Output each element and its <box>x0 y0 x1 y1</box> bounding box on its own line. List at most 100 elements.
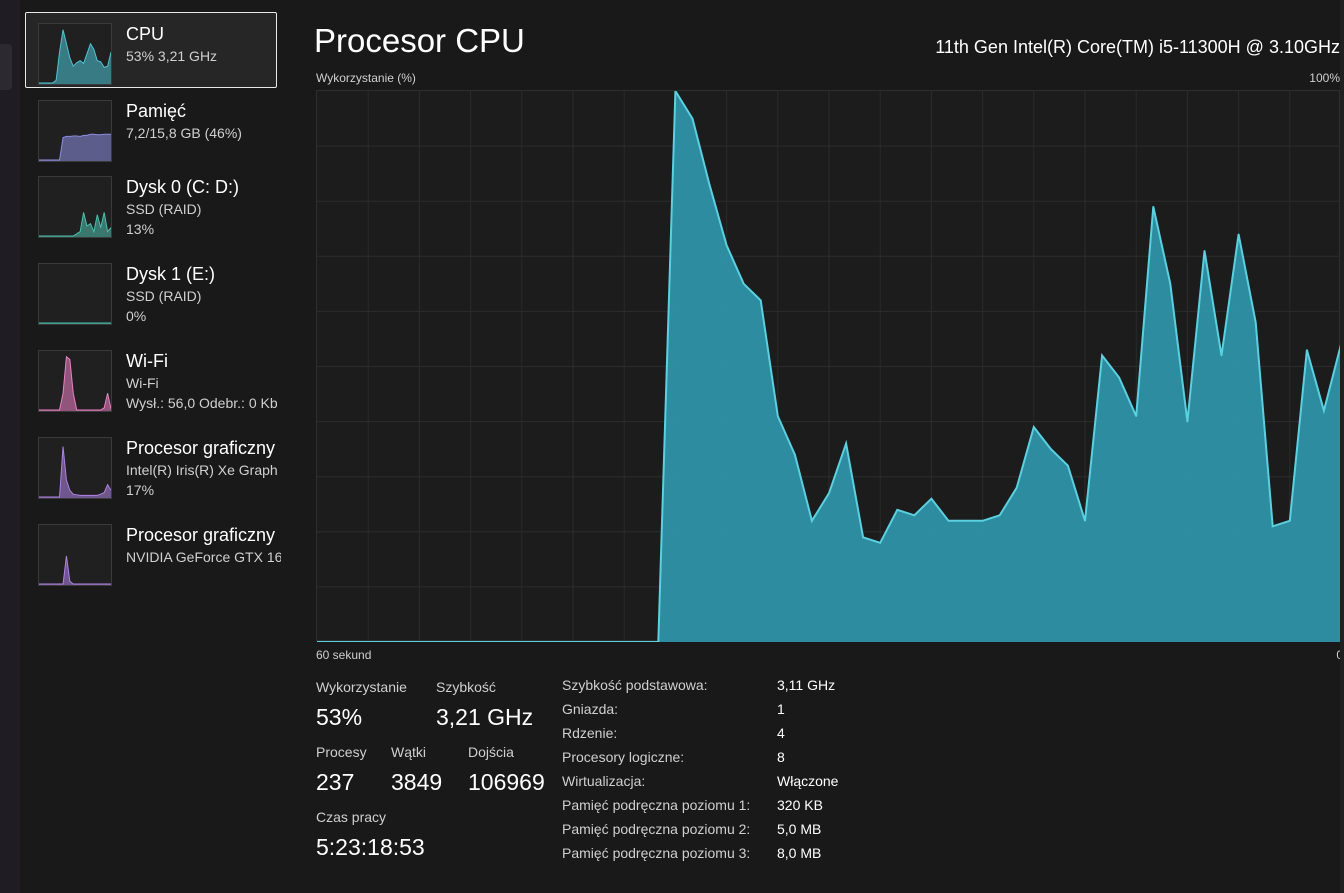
cpu-usage-point <box>1152 205 1155 208</box>
y-axis-max-label: 100% <box>1309 71 1340 85</box>
cpu-usage-point <box>1067 464 1069 467</box>
cpu-usage-point <box>811 520 813 522</box>
cpu-usage-point <box>896 509 899 511</box>
disk1-mini-graph <box>38 263 112 325</box>
disk0-mini-graph-svg <box>39 212 111 237</box>
mini-graph-area <box>39 555 111 585</box>
gpu1-mini-graph <box>38 524 112 586</box>
detail-row: Pamięć podręczna poziomu 1: 320 KB <box>562 795 982 819</box>
detail-row: Wirtualizacja: Włączone <box>562 771 982 795</box>
cpu-mini-graph-svg <box>39 29 111 84</box>
cpu-usage-point <box>1101 354 1103 357</box>
stat-utilization: Wykorzystanie 53% <box>316 678 407 732</box>
cpu-usage-point <box>691 117 694 120</box>
mini-graph-line <box>39 446 111 498</box>
sidebar-item-detail: NVIDIA GeForce GTX 16 <box>126 549 281 565</box>
sidebar-item-cpu[interactable]: CPU 53% 3,21 GHz <box>25 12 277 88</box>
mini-graph-area <box>39 29 111 84</box>
cpu-usage-point <box>708 183 711 186</box>
gpu0-mini-graph <box>38 437 112 499</box>
cpu-usage-point <box>981 520 984 522</box>
cpu-usage-point <box>1186 420 1189 423</box>
detail-value: 4 <box>777 725 785 741</box>
cpu-usage-point <box>1118 376 1120 379</box>
mini-graph-line <box>39 355 111 411</box>
cpu-model-name: 11th Gen Intel(R) Core(TM) i5-11300H @ 3… <box>935 37 1340 57</box>
sidebar-item-gpu-0[interactable]: Procesor graficzny Intel(R) Iris(R) Xe G… <box>25 426 278 502</box>
cpu-usage-area <box>317 91 1341 642</box>
stat-label: Wykorzystanie <box>316 679 407 695</box>
detail-row: Pamięć podręczna poziomu 3: 8,0 MB <box>562 843 982 867</box>
sidebar-item-value: Wysł.: 56,0 Odebr.: 0 Kb <box>126 395 278 411</box>
performance-sidebar: CPU 53% 3,21 GHz Pamięć 7,2/15,8 GB (46%… <box>20 0 290 893</box>
cpu-usage-point <box>845 442 847 445</box>
cpu-usage-point <box>657 641 660 642</box>
mini-graph-line <box>39 29 111 84</box>
cpu-usage-point <box>1237 233 1240 236</box>
detail-key: Pamięć podręczna poziomu 1: <box>562 797 751 813</box>
x-axis-left-label: 60 sekund <box>316 648 372 662</box>
sidebar-item-disk-0[interactable]: Dysk 0 (C: D:) SSD (RAID) 13% <box>25 165 277 241</box>
window-edge <box>1340 0 1344 893</box>
sidebar-item-detail: SSD (RAID) <box>126 201 202 217</box>
detail-row: Pamięć podręczna poziomu 2: 5,0 MB <box>562 819 982 843</box>
disk1-mini-graph-svg <box>39 322 111 324</box>
sidebar-item-gpu-1[interactable]: Procesor graficzny NVIDIA GeForce GTX 16 <box>25 513 281 589</box>
sidebar-item-wifi[interactable]: Wi-Fi Wi-Fi Wysł.: 56,0 Odebr.: 0 Kb <box>25 339 278 415</box>
sidebar-item-title: Dysk 1 (E:) <box>126 264 216 284</box>
cpu-usage-point <box>998 514 1001 517</box>
stat-label: Dojścia <box>468 744 514 760</box>
cpu-usage-point <box>794 453 796 456</box>
sidebar-item-memory[interactable]: Pamięć 7,2/15,8 GB (46%) <box>25 89 277 165</box>
mini-graph-line <box>39 555 111 585</box>
detail-key: Wirtualizacja: <box>562 773 646 789</box>
detail-value: 5,0 MB <box>777 821 822 837</box>
cpu-mini-graph <box>38 23 112 85</box>
sidebar-item-value: 13% <box>126 221 155 237</box>
stat-value: 3849 <box>391 769 443 795</box>
cpu-usage-line <box>317 91 1341 642</box>
detail-key: Pamięć podręczna poziomu 2: <box>562 821 751 837</box>
memory-mini-graph-svg <box>39 133 111 161</box>
stat-label: Procesy <box>316 744 367 760</box>
stat-handles: Dojścia 106969 <box>468 743 545 797</box>
detail-value: 3,11 GHz <box>777 677 836 693</box>
detail-key: Gniazda: <box>562 701 619 717</box>
cpu-usage-point <box>725 244 728 247</box>
cpu-usage-point <box>1169 283 1172 285</box>
memory-mini-graph <box>38 100 112 162</box>
cpu-usage-point <box>1050 448 1052 450</box>
cpu-usage-point <box>742 283 745 285</box>
disk0-mini-graph <box>38 176 112 238</box>
wifi-mini-graph-svg <box>39 355 111 411</box>
stat-value: 5:23:18:53 <box>316 834 425 860</box>
mini-graph-line <box>39 212 111 237</box>
cpu-usage-point <box>862 536 864 539</box>
detail-row: Gniazda: 1 <box>562 699 982 723</box>
navigation-rail <box>0 0 20 893</box>
mini-graph-line <box>39 133 111 161</box>
sidebar-item-title: Procesor graficzny <box>126 525 276 545</box>
cpu-usage-point <box>913 514 916 517</box>
y-axis-title: Wykorzystanie (%) <box>316 71 416 85</box>
wifi-mini-graph <box>38 350 112 412</box>
detail-value: 8,0 MB <box>777 845 822 861</box>
detail-value: 1 <box>777 701 785 717</box>
stat-threads: Wątki 3849 <box>391 743 442 797</box>
stat-value: 237 <box>316 769 355 795</box>
sidebar-item-disk-1[interactable]: Dysk 1 (E:) SSD (RAID) 0% <box>25 252 277 328</box>
cpu-usage-point <box>1323 409 1325 412</box>
navigation-rail-selection[interactable] <box>0 44 12 90</box>
cpu-usage-point <box>930 497 933 500</box>
page-title: Procesor CPU <box>314 22 525 59</box>
stat-uptime: Czas pracy 5:23:18:53 <box>316 808 425 862</box>
cpu-usage-chart <box>316 90 1341 642</box>
cpu-detail-panel: Procesor CPU 11th Gen Intel(R) Core(TM) … <box>290 0 1344 893</box>
stat-speed: Szybkość 3,21 GHz <box>436 678 533 732</box>
mini-graph-area <box>39 446 111 498</box>
sidebar-item-detail: 7,2/15,8 GB (46%) <box>126 125 242 141</box>
detail-row: Szybkość podstawowa: 3,11 GHz <box>562 675 982 699</box>
sidebar-item-title: Wi-Fi <box>126 351 168 371</box>
cpu-usage-point <box>317 641 318 642</box>
sidebar-item-value: 17% <box>126 482 155 498</box>
